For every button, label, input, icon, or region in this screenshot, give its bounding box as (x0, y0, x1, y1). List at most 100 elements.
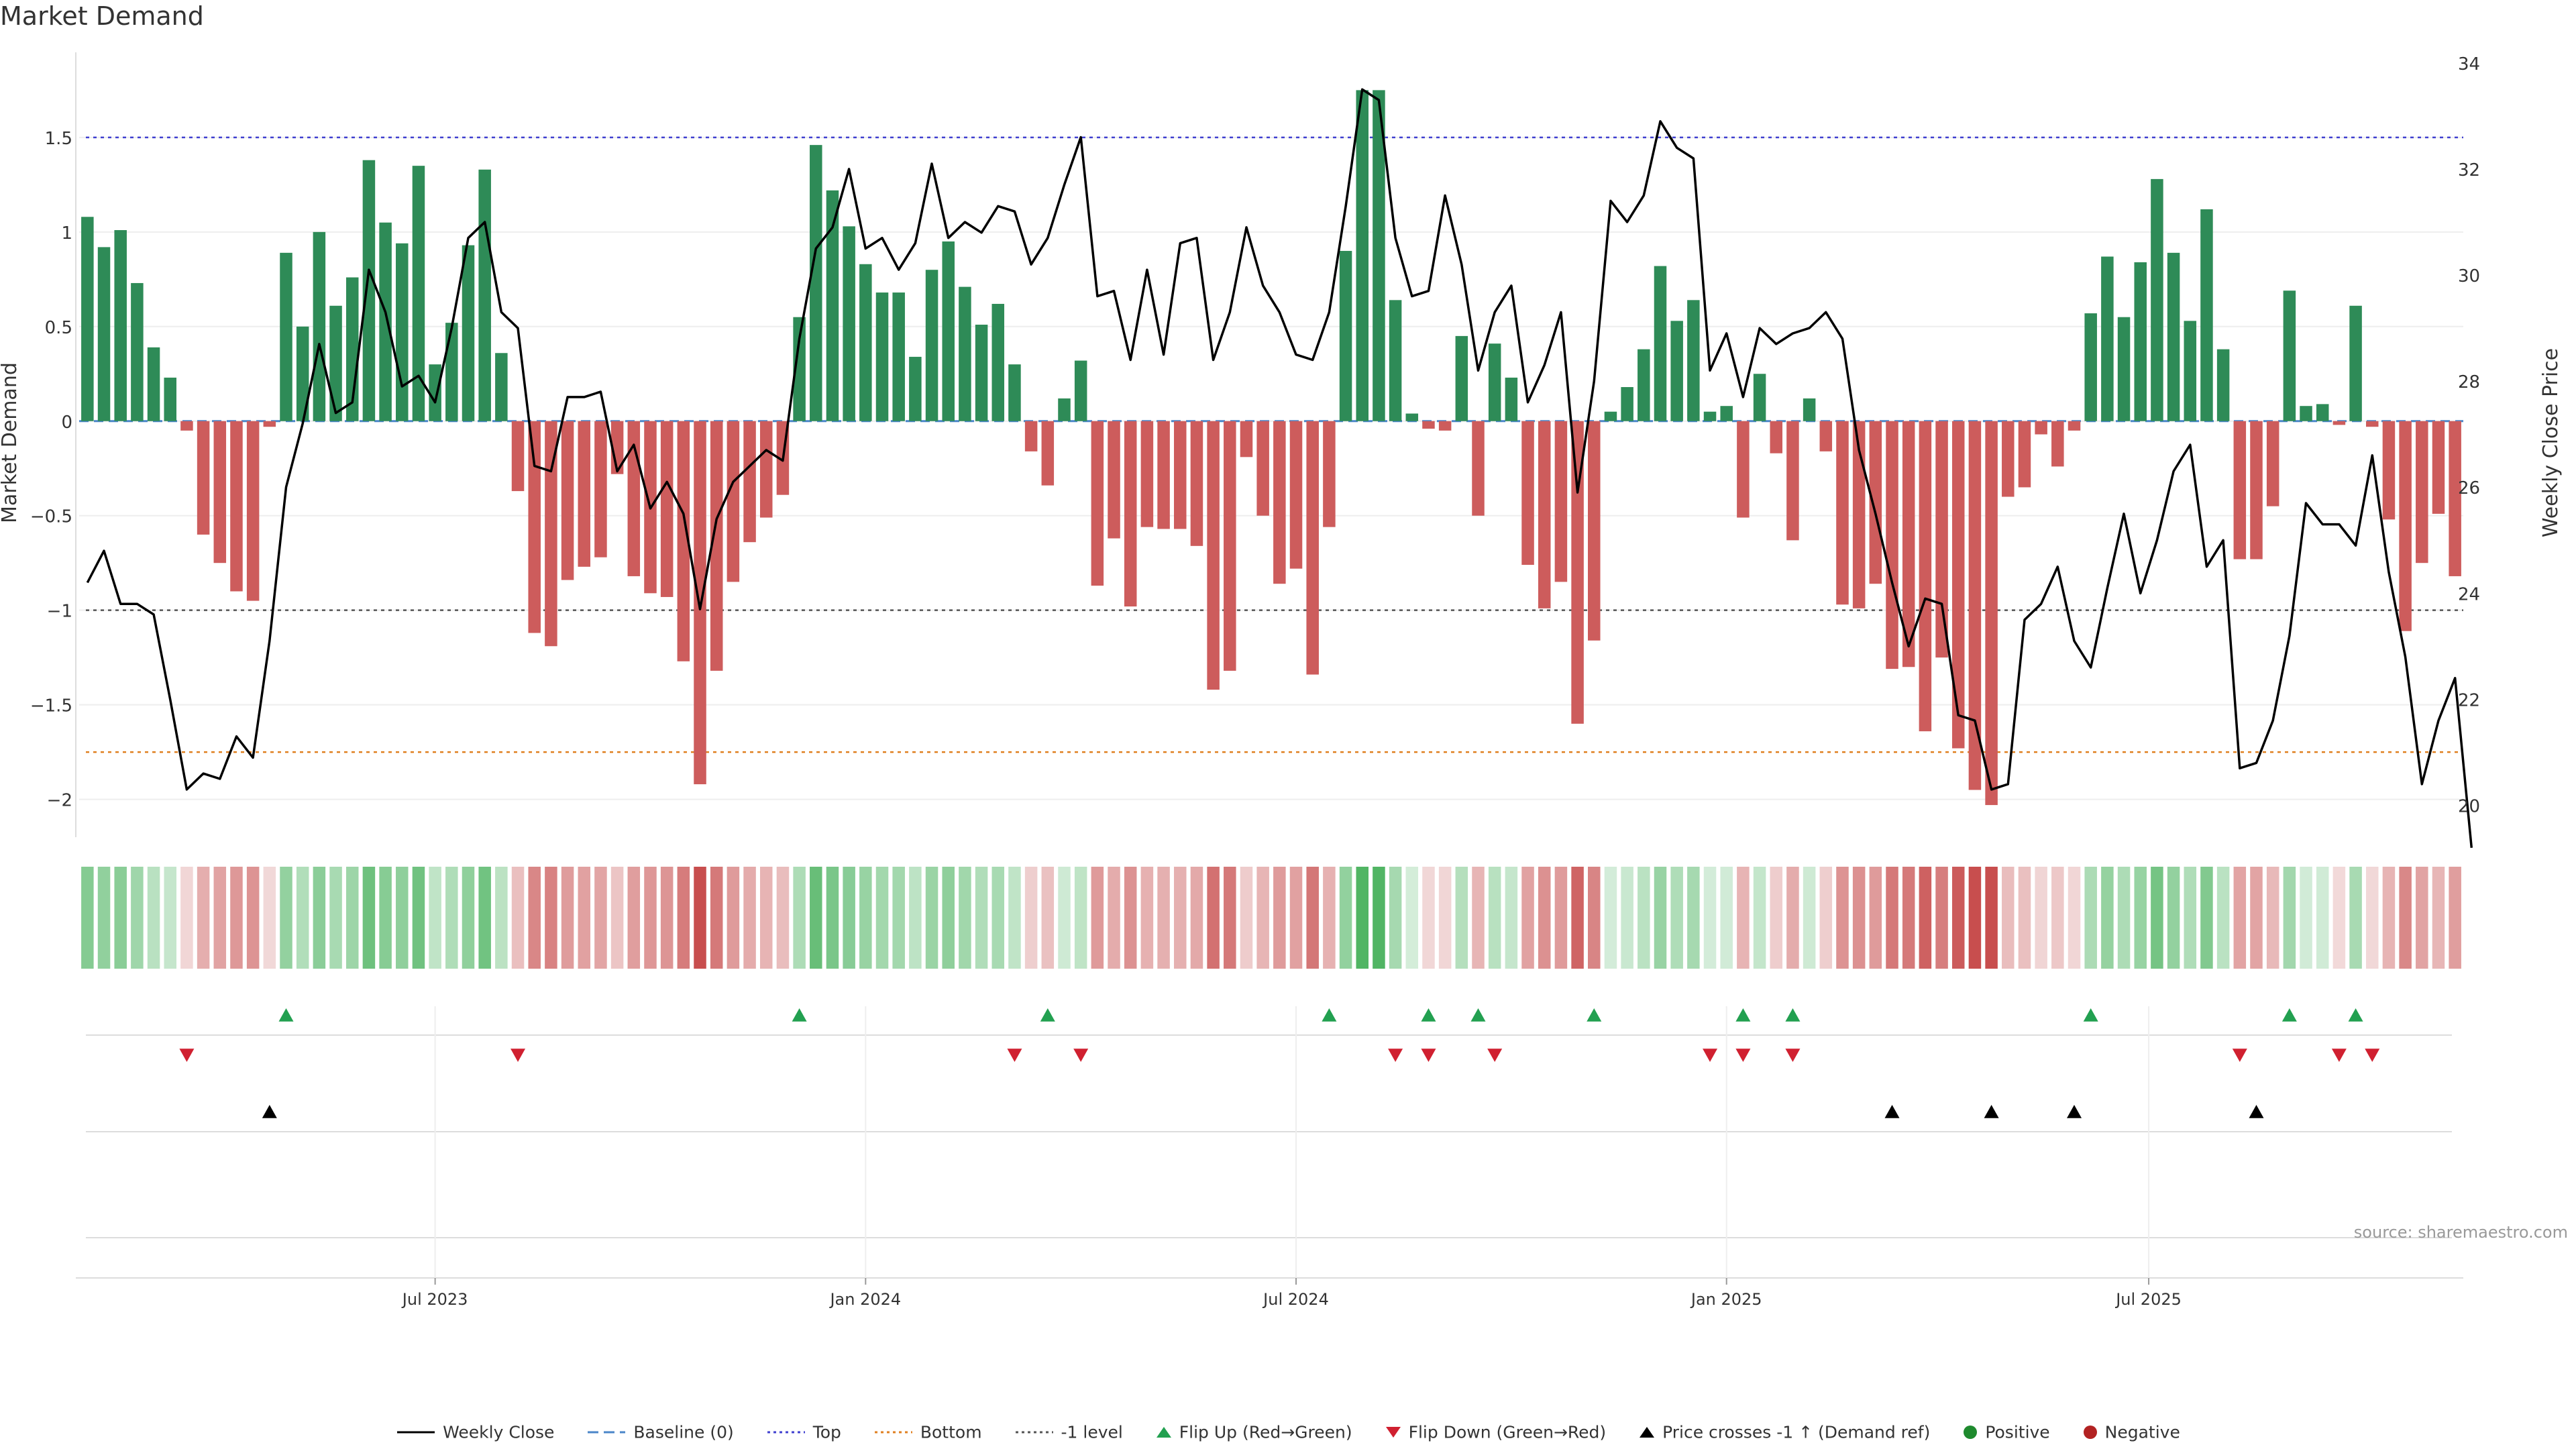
strip-cell (1703, 867, 1717, 969)
strip-cell (1588, 867, 1601, 969)
demand-bar (263, 421, 276, 427)
source-note: source: sharemaestro.com (2353, 1223, 2568, 1242)
flip-up-marker (1587, 1008, 1602, 1022)
strip-cell (810, 867, 822, 969)
demand-bar (1190, 421, 1203, 546)
demand-bar (2151, 178, 2163, 421)
strip-cell (710, 867, 723, 969)
demand-bar (1323, 421, 1336, 527)
circle-icon (1964, 1425, 1978, 1439)
strip-cell (1670, 867, 1683, 969)
demand-bar (2101, 256, 2114, 421)
strip-cell (1604, 867, 1617, 969)
strip-cell (1902, 867, 1915, 969)
y-tick-label-left: −1 (47, 602, 72, 622)
demand-bar (892, 292, 905, 421)
demand-bar (1091, 421, 1104, 586)
strip-cell (329, 867, 342, 969)
axes: 1.5 1 0.5 0 −0.5 −1 −1.5 −2 34 32 30 28 26 24 22 20 (30, 52, 2480, 837)
demand-bar (875, 292, 889, 421)
demand-bar (1919, 421, 1932, 732)
demand-bar (959, 286, 971, 421)
strip-cell (1919, 867, 1932, 969)
strip-cell (2432, 867, 2445, 969)
x-axis: Jul 2023 Jan 2024 Jul 2024 Jan 2025 Jul 2025 (76, 1006, 2463, 1309)
strip-cell (1140, 867, 1154, 969)
demand-bar (1157, 421, 1170, 529)
strip-cell (313, 867, 326, 969)
strip-cell (1108, 867, 1120, 969)
strip-cell (230, 867, 243, 969)
line-dotted-icon (767, 1431, 805, 1434)
demand-bar (2432, 421, 2445, 514)
legend-minus-one-level: -1 level (1014, 1421, 1123, 1442)
strip-cell (875, 867, 889, 969)
strip-cell (2283, 867, 2296, 969)
strip-cell (1819, 867, 1833, 969)
demand-bar (1670, 321, 1683, 421)
strip-cell (1737, 867, 1750, 969)
flip-down-marker (1735, 1049, 1751, 1062)
y-tick-label-right: 34 (2458, 54, 2480, 74)
strip-cell (1356, 867, 1368, 969)
demand-bar (379, 222, 392, 421)
legend-flip-down: Flip Down (Green→Red) (1385, 1421, 1606, 1442)
strip-cell (727, 867, 740, 969)
line-dotted-icon (874, 1431, 912, 1434)
demand-bar (1902, 421, 1915, 667)
demand-bar (329, 305, 342, 421)
strip-cell (197, 867, 210, 969)
strip-cell (213, 867, 227, 969)
demand-bar (859, 264, 872, 421)
demand-bar (213, 421, 227, 564)
strip-cell (263, 867, 276, 969)
demand-bar (1140, 421, 1154, 527)
flip-up-marker (2348, 1008, 2363, 1022)
demand-bar (975, 324, 988, 421)
demand-bar (2035, 421, 2047, 435)
legend-flip-up: Flip Up (Red→Green) (1155, 1421, 1352, 1442)
y-axis-label-left: Market Demand (0, 362, 21, 523)
demand-bar (759, 421, 773, 518)
demand-bar (511, 421, 525, 492)
strip-cell (1985, 867, 1998, 969)
strip-cell (1753, 867, 1766, 969)
strip-cell (2266, 867, 2279, 969)
demand-bar (2266, 421, 2279, 506)
strip-cell (959, 867, 971, 969)
legend-negative: Negative (2082, 1421, 2180, 1442)
strip-cell (2300, 867, 2312, 969)
demand-bar (2084, 313, 2097, 421)
demand-bar (2200, 209, 2213, 421)
strip-cell (1770, 867, 1783, 969)
strip-cell (561, 867, 574, 969)
demand-bar (843, 226, 855, 421)
signal-markers (86, 1008, 2452, 1238)
demand-bar (495, 353, 508, 421)
demand-heat-strip (81, 867, 2461, 969)
demand-bar (2051, 421, 2064, 467)
strip-cell (1190, 867, 1203, 969)
strip-cell (594, 867, 607, 969)
flip-down-marker (2331, 1049, 2347, 1062)
flip-up-marker (792, 1008, 807, 1022)
demand-bar (1621, 387, 1633, 421)
strip-cell (2134, 867, 2147, 969)
strip-cell (1273, 867, 1286, 969)
flip-up-marker (1040, 1008, 1055, 1022)
y-tick-label-left: −0.5 (30, 507, 72, 527)
strip-cell (2216, 867, 2230, 969)
strip-cell (2151, 867, 2163, 969)
y-tick-label-left: 1.5 (45, 129, 72, 149)
strip-cell (1968, 867, 1982, 969)
strip-cell (1869, 867, 1882, 969)
strip-cell (2316, 867, 2329, 969)
demand-bar (1538, 421, 1551, 608)
demand-bars (81, 90, 2461, 806)
demand-bar (1687, 300, 1700, 421)
flip-down-marker (511, 1049, 526, 1062)
strip-cell (2101, 867, 2114, 969)
strip-cell (2167, 867, 2180, 969)
flip-up-marker (278, 1008, 294, 1022)
strip-cell (2184, 867, 2197, 969)
